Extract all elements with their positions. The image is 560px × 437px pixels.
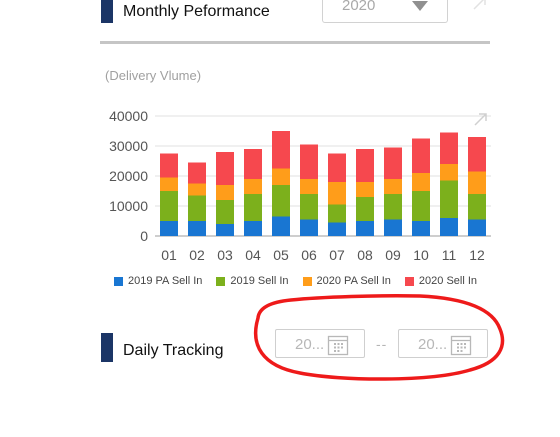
bar-segment (300, 144, 318, 179)
bar-segment (440, 164, 458, 181)
legend-label: 2019 Sell In (230, 275, 289, 287)
bar-segment (412, 138, 430, 173)
bar-segment (272, 216, 290, 236)
chart-legend: 2019 PA Sell In 2019 Sell In 2020 PA Sell … (114, 275, 477, 287)
legend-label: 2019 PA Sell In (128, 275, 203, 287)
daily-tracking-title: Daily Tracking (123, 342, 224, 359)
y-tick-label: 0 (140, 228, 148, 244)
calendar-icon[interactable] (450, 334, 472, 356)
bar-segment (384, 194, 402, 220)
bar-segment (440, 180, 458, 218)
bar-segment (300, 219, 318, 236)
legend-item[interactable]: 2019 PA Sell In (114, 275, 202, 287)
bar-segment (216, 185, 234, 200)
x-tick-label: 02 (189, 247, 205, 263)
bar-segment (244, 149, 262, 179)
y-tick-label: 10000 (109, 198, 148, 214)
monthly-performance-title: Monthly Peformance (123, 3, 270, 20)
bar-segment (244, 179, 262, 194)
bar-segment (300, 179, 318, 194)
chart-subtitle: (Delivery Vlume) (105, 68, 202, 83)
bar-segment (328, 204, 346, 223)
bar-segment (412, 191, 430, 221)
start-date-input[interactable]: 20... (275, 329, 365, 358)
bar-segment (356, 149, 374, 182)
bar-segment (188, 162, 206, 184)
end-date-input[interactable]: 20... (398, 329, 488, 358)
bar-segment (328, 153, 346, 182)
end-date-text: 20... (418, 336, 448, 353)
calendar-icon[interactable] (327, 334, 349, 356)
legend-item[interactable]: 2020 PA Sell In (302, 275, 391, 287)
bar-segment (412, 173, 430, 191)
x-tick-label: 01 (161, 247, 177, 263)
daily-section-marker (101, 333, 113, 362)
bar-segment (160, 191, 178, 221)
chevron-down-icon (412, 1, 428, 11)
bar-segment (272, 185, 290, 217)
x-tick-label: 07 (329, 247, 345, 263)
bar-segment (384, 147, 402, 179)
y-tick-label: 30000 (109, 138, 148, 154)
year-select-value: 2020 (342, 0, 376, 14)
x-tick-label: 11 (442, 247, 457, 263)
bar-segment (244, 194, 262, 221)
year-select[interactable]: 2020 (322, 0, 448, 23)
bar-segment (468, 171, 486, 194)
bar-segment (356, 197, 374, 221)
bar-segment (356, 182, 374, 197)
legend-label: 2020 Sell In (418, 275, 478, 287)
y-tick-label: 20000 (109, 168, 148, 184)
bar-segment (468, 194, 486, 220)
bar-segment (356, 221, 374, 236)
bar-segment (188, 183, 206, 196)
x-tick-label: 10 (413, 247, 429, 263)
x-tick-label: 05 (273, 247, 289, 263)
bar-segment (244, 221, 262, 236)
bar-segment (440, 218, 458, 236)
legend-swatch (302, 276, 312, 286)
x-tick-label: 12 (469, 247, 485, 263)
bar-segment (160, 153, 178, 178)
x-tick-label: 04 (245, 247, 261, 263)
bar-segment (216, 152, 234, 185)
x-tick-label: 06 (301, 247, 317, 263)
bar-segment (216, 200, 234, 224)
bar-segment (272, 168, 290, 185)
monthly-section-marker (101, 0, 113, 23)
delivery-volume-chart: 40000 30000 20000 10000 0 01 02 03 04 05 06 07 08 09 1… (109, 108, 491, 263)
x-tick-label: 03 (217, 247, 233, 263)
chart-expand-icon[interactable] (472, 110, 490, 128)
legend-item[interactable]: 2019 Sell In (216, 275, 289, 287)
bar-segment (412, 221, 430, 236)
date-range-separator: -- (376, 336, 388, 352)
bar-segment (468, 219, 486, 236)
section-divider (100, 41, 490, 44)
legend-item[interactable]: 2020 Sell In (404, 275, 478, 287)
bar-segment (440, 132, 458, 164)
bar-segment (384, 179, 402, 194)
legend-swatch (114, 276, 123, 286)
bar-segment (216, 224, 234, 236)
bar-segment (160, 221, 178, 236)
legend-label: 2020 PA Sell In (316, 275, 391, 287)
bar-segment (272, 131, 290, 169)
bar-segment (328, 222, 346, 236)
bar-segment (188, 221, 206, 236)
y-tick-label: 40000 (109, 108, 148, 124)
legend-swatch (216, 276, 226, 286)
expand-icon[interactable] (471, 0, 489, 12)
bar-segment (328, 182, 346, 205)
legend-swatch (404, 276, 414, 286)
bar-segment (384, 219, 402, 236)
x-tick-label: 09 (385, 247, 401, 263)
bar-segment (468, 137, 486, 172)
bar-segment (188, 195, 206, 221)
bar-segment (160, 177, 178, 191)
x-tick-label: 08 (357, 247, 373, 263)
start-date-text: 20... (295, 336, 325, 353)
bar-segment (300, 194, 318, 220)
